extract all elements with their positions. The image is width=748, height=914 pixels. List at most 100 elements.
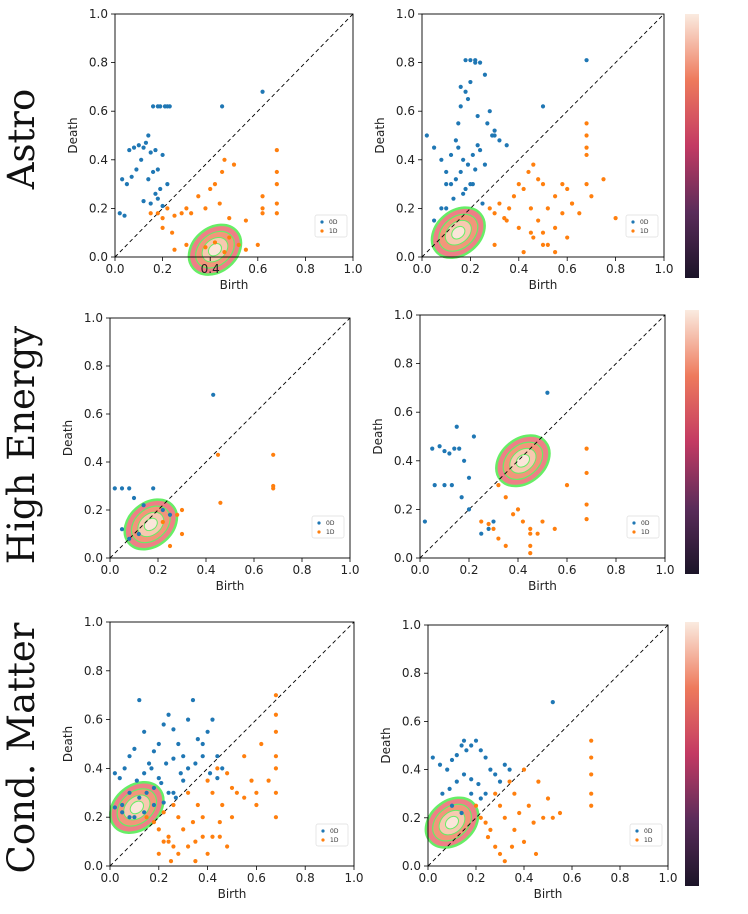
point-1d [517,810,522,816]
y-tick-label: 0.0 [84,859,103,873]
x-tick-label: 0.6 [557,563,576,577]
point-0d [166,790,171,795]
point-1d [560,182,565,187]
point-0d [207,771,213,776]
density-contour [123,498,179,551]
point-0d [487,109,492,114]
point-0d [160,507,165,513]
point-1d [160,519,165,525]
point-0d [150,169,156,175]
point-1d [222,250,227,255]
point-1d [200,834,205,839]
point-0d [482,72,488,77]
point-1d [231,162,237,167]
x-tick-label: 1.0 [658,871,677,885]
point-1d [502,815,507,820]
point-1d [203,206,208,211]
point-1d [521,250,526,255]
point-0d [449,803,455,808]
y-tick-label: 0.6 [84,407,103,421]
point-1d [553,194,558,199]
point-1d [545,206,550,211]
point-1d [170,230,175,235]
y-tick-label: 0.2 [89,201,108,215]
point-0d [478,748,483,753]
colorbar-cond-matter [685,622,699,886]
point-0d [492,128,497,133]
point-1d [179,211,184,216]
point-1d [493,844,498,849]
point-1d [254,790,259,795]
point-0d [137,697,142,703]
point-0d [153,191,158,196]
point-0d [469,791,474,796]
point-1d [584,517,589,522]
point-0d [466,475,472,480]
point-0d [120,177,125,182]
point-1d [160,216,165,221]
y-tick-label: 0.6 [84,713,103,727]
point-1d [601,177,606,182]
point-0d [190,697,196,703]
y-axis-label: Death [66,117,80,153]
point-1d [274,182,279,187]
point-0d [483,791,488,796]
point-1d [479,519,484,524]
point-0d [185,766,191,771]
axes-frame [419,314,666,559]
point-1d [536,218,541,223]
point-0d [491,519,496,524]
point-0d [478,796,483,801]
point-0d [456,145,461,150]
point-1d [179,507,185,513]
point-0d [137,795,142,800]
point-0d [119,527,125,532]
point-1d [225,771,230,776]
point-1d [273,766,279,771]
point-0d [466,507,472,512]
panel-3: 0.00.0 0.2 0.2 0.4 0.4 0.6 0.6 0.8 0.8 1.0 1.0 Birt… [61,311,360,593]
x-tick-label: 0.6 [558,262,577,276]
y-axis-label: Death [379,727,393,763]
y-tick-label: 0.6 [394,405,413,419]
point-0d [127,790,132,795]
point-1d [274,211,279,216]
point-1d [492,242,497,247]
point-1d [550,815,555,820]
point-1d [273,712,279,717]
point-1d [528,551,533,556]
y-tick-label: 0.4 [396,153,415,167]
point-0d [161,722,166,727]
point-1d [487,206,492,211]
point-1d [260,206,265,211]
point-1d [165,206,170,211]
density-contour [430,206,486,260]
point-0d [454,779,459,784]
y-tick-label: 1.0 [394,308,413,322]
point-1d [215,766,220,771]
point-0d [181,778,186,783]
point-0d [181,754,186,759]
point-1d [552,526,557,531]
y-tick-label: 0.6 [89,104,108,118]
x-tick-label: 0.4 [514,871,533,885]
point-0d [153,147,158,153]
point-0d [469,777,474,782]
point-0d [156,776,161,781]
y-tick-label: 0.0 [394,551,413,565]
point-1d [160,225,165,230]
point-1d [220,802,225,808]
point-1d [528,206,534,211]
diagonal-line [114,13,354,258]
point-0d [453,138,458,143]
x-tick-label: 0.2 [148,563,167,577]
point-0d [445,767,450,772]
y-tick-label: 0.8 [89,56,108,70]
point-1d [171,844,176,849]
point-0d [136,143,141,148]
y-tick-label: 0.4 [84,761,103,775]
point-1d [540,519,545,524]
point-0d [185,717,191,722]
point-0d [461,772,467,777]
